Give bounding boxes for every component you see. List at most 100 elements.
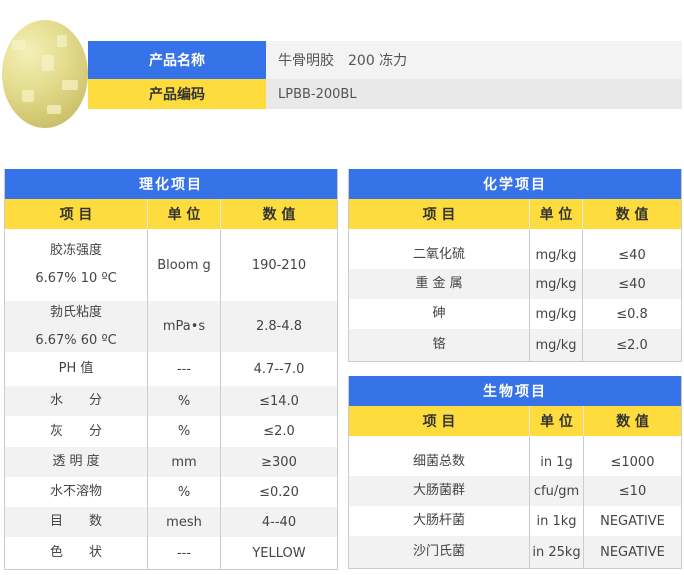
product-code-label: 产品编码: [88, 79, 266, 109]
item-cell: 重 金 属: [349, 269, 530, 299]
item-cell: 色 状: [5, 537, 148, 569]
column-header: 单 位: [530, 199, 583, 229]
table-header: 项 目单 位 数 值: [349, 199, 681, 229]
unit-cell: %: [148, 386, 221, 416]
item-cell: 大肠菌群: [349, 476, 530, 506]
unit-cell: in 25kg: [530, 536, 584, 568]
unit-cell: mm: [148, 447, 221, 477]
value-cell: 4.7--7.0: [253, 361, 305, 377]
item-cell: 灰 分: [5, 416, 148, 447]
table-row: 重 金 属 mg/kg ≤40: [349, 269, 681, 299]
table-row: 细菌总数 in 1g ≤1000: [349, 436, 681, 476]
column-header: 单 位: [148, 199, 221, 229]
value-cell: ≤2.0: [616, 337, 648, 353]
table-row: 灰 分% ≤2.0: [5, 416, 337, 447]
table-row: 沙门氏菌 in 25kg NEGATIVE: [349, 536, 681, 568]
column-header: 项 目: [349, 199, 530, 229]
item-cell: PH 值: [5, 352, 148, 386]
value-cell: YELLOW: [252, 545, 306, 561]
unit-cell: Bloom g: [148, 229, 221, 301]
physchem-table: 理化项目项 目单 位 数 值胶冻强度 6.67% 10 ºC Bloom g 190-2…: [4, 169, 338, 570]
value-cell: ≤0.20: [259, 484, 299, 500]
value-cell: ≤0.8: [616, 306, 648, 322]
table-row: 水不溶物% ≤0.20: [5, 477, 337, 507]
item-name: 沙门氏菌: [412, 544, 465, 559]
table-row: 大肠菌群 cfu/gm ≤10: [349, 476, 681, 506]
value-cell: ≥300: [261, 454, 297, 470]
column-header: 数 值: [615, 207, 649, 223]
value-cell: NEGATIVE: [600, 513, 665, 529]
table-row: 色 状 --- YELLOW: [5, 537, 337, 569]
product-name-label: 产品名称: [88, 41, 266, 79]
unit-cell: mg/kg: [530, 269, 583, 299]
table-row: 水 分% ≤14.0: [5, 386, 337, 416]
column-header: 数 值: [616, 414, 649, 430]
item-name: 胶冻强度: [49, 243, 102, 258]
item-name: 铬: [432, 337, 446, 352]
column-header: 数 值: [262, 207, 296, 223]
item-cell: 大肠杆菌: [349, 506, 530, 536]
column-header: 单 位: [530, 406, 584, 436]
unit-cell: in 1g: [530, 436, 584, 476]
table-row: PH 值 --- 4.7--7.0: [5, 352, 337, 386]
table-row: 大肠杆菌 in 1kg NEGATIVE: [349, 506, 681, 536]
chemical-table: 化学项目项 目单 位 数 值二氧化硫 mg/kg ≤40 重 金 属 mg/kg ≤40 砷 m…: [348, 169, 682, 362]
value-cell: ≤14.0: [259, 393, 299, 409]
item-cell: 沙门氏菌: [349, 536, 530, 568]
unit-cell: mesh: [148, 507, 221, 537]
table-row: 铬 mg/kg ≤2.0: [349, 329, 681, 361]
item-cell: 水不溶物: [5, 477, 148, 507]
item-cell: 砷: [349, 299, 530, 329]
value-cell: 4--40: [261, 514, 297, 530]
table-title: 化学项目: [349, 169, 681, 199]
table-row: 透 明 度 mm ≥300: [5, 447, 337, 477]
value-cell: ≤10: [618, 483, 647, 499]
table-title: 理化项目: [5, 169, 337, 199]
table-row: 胶冻强度 6.67% 10 ºC Bloom g 190-210: [5, 229, 337, 301]
value-cell: NEGATIVE: [600, 544, 665, 560]
item-name: 砷: [432, 306, 446, 321]
table-row: 砷 mg/kg ≤0.8: [349, 299, 681, 329]
product-photo: [2, 20, 88, 128]
value-cell: ≤1000: [610, 454, 655, 470]
table-header: 项 目单 位 数 值: [349, 406, 681, 436]
table-row: 目 数 mesh 4--40: [5, 507, 337, 537]
item-cell: 细菌总数: [349, 436, 530, 476]
item-name: 大肠杆菌: [412, 513, 465, 528]
value-cell: ≤2.0: [263, 424, 295, 439]
item-name: 勃氏粘度: [49, 304, 102, 320]
table-header: 项 目单 位 数 值: [5, 199, 337, 229]
item-name: 细菌总数: [412, 454, 465, 469]
item-name: 二氧化硫: [412, 247, 465, 262]
item-name: 透 明 度: [52, 454, 100, 469]
item-name: 大肠菌群: [412, 483, 465, 498]
item-name: 灰 分: [49, 423, 102, 439]
item-name: 水 分: [49, 393, 102, 408]
item-name: 水不溶物: [49, 484, 102, 499]
item-cell: 透 明 度: [5, 447, 148, 477]
column-header: 项 目: [349, 406, 530, 436]
unit-cell: %: [148, 416, 221, 447]
unit-cell: %: [148, 477, 221, 507]
item-name: 色 状: [49, 545, 102, 560]
unit-cell: mPa•s: [148, 301, 221, 352]
product-name-value: 牛骨明胶 200 冻力: [266, 41, 682, 79]
value-cell: 2.8-4.8: [255, 319, 303, 334]
table-title: 生物项目: [349, 376, 681, 406]
item-cell: 胶冻强度 6.67% 10 ºC: [5, 229, 148, 301]
unit-cell: mg/kg: [530, 329, 583, 361]
item-name: 重 金 属: [415, 276, 463, 291]
table-row: 二氧化硫 mg/kg ≤40: [349, 229, 681, 269]
unit-cell: ---: [148, 537, 221, 569]
item-cell: 目 数: [5, 507, 148, 537]
item-cell: 勃氏粘度 6.67% 60 ºC: [5, 301, 148, 352]
value-cell: ≤40: [618, 247, 646, 263]
product-code-value: LPBB-200BL: [266, 79, 682, 109]
item-cell: 水 分: [5, 386, 148, 416]
unit-cell: mg/kg: [530, 299, 583, 329]
table-row: 勃氏粘度 6.67% 60 ºC mPa•s 2.8-4.8: [5, 301, 337, 352]
unit-cell: cfu/gm: [530, 476, 584, 506]
value-cell: ≤40: [618, 276, 646, 292]
item-name: 目 数: [49, 514, 102, 529]
item-cell: 二氧化硫: [349, 229, 530, 269]
